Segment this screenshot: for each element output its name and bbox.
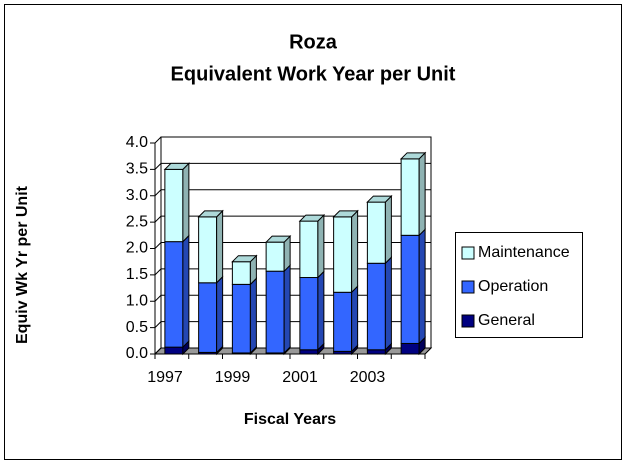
- bar-side: [216, 209, 224, 284]
- y-tick-label: 0.0: [126, 345, 148, 362]
- grid-line: [154, 215, 162, 223]
- bar-side: [182, 162, 190, 243]
- bar-segment: [164, 168, 184, 243]
- bar-side: [317, 270, 325, 351]
- x-tick-label: 1997: [147, 369, 183, 386]
- y-tick-label: 2.0: [126, 240, 148, 257]
- bar-segment: [366, 349, 386, 355]
- bar-segment: [299, 277, 319, 351]
- bar-segment: [198, 216, 218, 284]
- grid-line: [154, 294, 162, 302]
- grid-line: [154, 136, 162, 144]
- bar-top: [264, 235, 292, 243]
- y-tick-label: 1.5: [126, 266, 148, 283]
- bar-segment: [164, 241, 184, 348]
- bar-top: [231, 255, 258, 263]
- bar-segment: [366, 262, 386, 351]
- bar-side: [418, 228, 426, 345]
- bar-top: [399, 152, 427, 160]
- bar-side: [384, 256, 392, 351]
- bar-top: [163, 162, 191, 170]
- legend-label: Maintenance: [478, 244, 570, 261]
- bar-segment: [299, 220, 319, 279]
- bar-side: [351, 285, 359, 353]
- bar-segment: [231, 283, 251, 354]
- bar-segment: [333, 216, 353, 293]
- bar-segment: [164, 346, 184, 355]
- x-tick-label: 2003: [350, 369, 386, 386]
- bar-side: [351, 209, 359, 294]
- legend-label: General: [478, 312, 535, 329]
- bar-segment: [265, 241, 285, 272]
- bar-side: [418, 151, 426, 237]
- grid-line: [154, 347, 162, 355]
- bar-top: [332, 210, 359, 218]
- y-tick-label: 2.5: [126, 213, 148, 230]
- grid-line: [154, 268, 162, 276]
- y-tick-label: 4.0: [126, 134, 148, 151]
- bar-top: [366, 195, 393, 203]
- grid-line: [154, 242, 162, 249]
- bar-segment: [400, 234, 420, 344]
- bar-side: [182, 234, 190, 349]
- y-tick-label: 1.0: [126, 292, 148, 309]
- bar-top: [197, 210, 224, 218]
- grid-line: [154, 189, 162, 197]
- legend-swatch: [461, 280, 475, 294]
- y-axis-label: Equiv Wk Yr per Unit: [14, 186, 31, 344]
- bar-segment: [333, 291, 353, 352]
- bar-segment: [198, 282, 218, 353]
- legend-box: [455, 232, 583, 338]
- bar-segment: [299, 349, 319, 355]
- chart-title: Roza: [289, 31, 338, 53]
- legend-swatch: [461, 314, 475, 328]
- y-tick-label: 0.5: [126, 319, 148, 336]
- legend-label: Operation: [478, 278, 548, 295]
- bar-segment: [366, 201, 386, 264]
- bar-side: [216, 275, 224, 354]
- y-tick-label: 3.0: [126, 187, 148, 204]
- y-tick-label: 3.5: [126, 161, 148, 178]
- bar-side: [249, 277, 257, 355]
- grid-line: [154, 321, 162, 328]
- x-tick-label: 2001: [282, 369, 318, 386]
- bar-side: [283, 263, 291, 355]
- bar-side: [317, 213, 325, 279]
- bar-side: [384, 194, 392, 265]
- bar-segment: [400, 342, 420, 355]
- bar-segment: [265, 270, 285, 354]
- bar-top: [298, 214, 326, 222]
- legend-swatch: [461, 246, 475, 260]
- x-tick-label: 1999: [215, 369, 251, 386]
- grid-line: [154, 163, 162, 170]
- x-axis-label: Fiscal Years: [244, 411, 336, 428]
- bar-segment: [231, 261, 251, 285]
- bar-segment: [400, 158, 420, 236]
- chart-subtitle: Equivalent Work Year per Unit: [171, 63, 456, 85]
